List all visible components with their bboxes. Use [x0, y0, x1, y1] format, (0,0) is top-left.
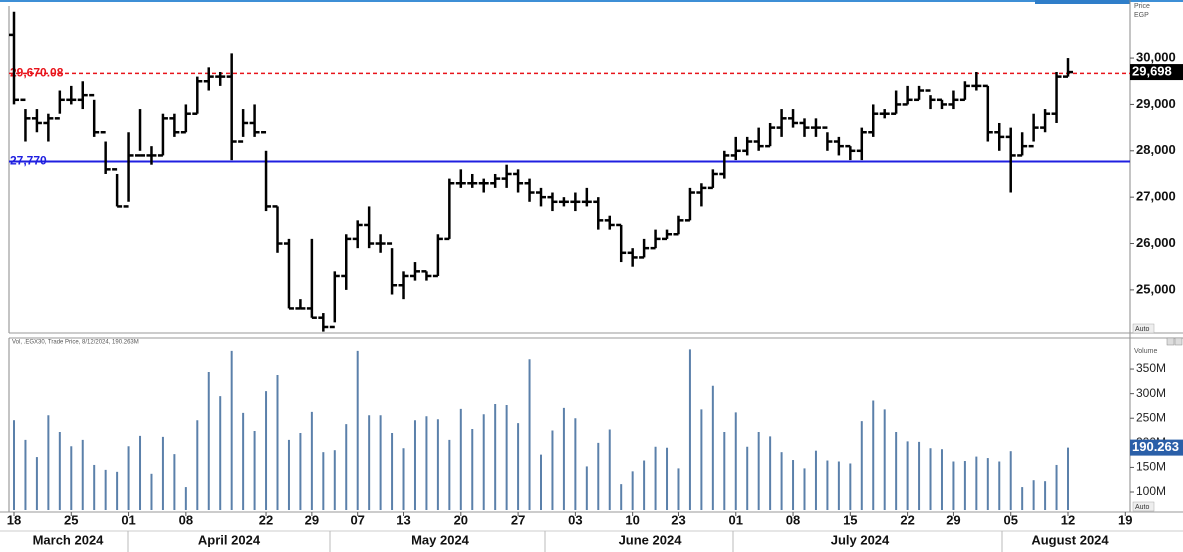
x-tick-label: 07 — [350, 512, 364, 527]
x-tick-label: 29 — [305, 512, 319, 527]
month-row: March 2024 April 2024 May 2024 June 2024 Jul… — [33, 531, 1109, 552]
x-tick-label: 19 — [1118, 512, 1132, 527]
last-volume-box — [1130, 439, 1183, 456]
month-label: July 2024 — [831, 532, 890, 547]
y-tick-label: 26,000 — [1136, 235, 1176, 250]
last-price-label: 29,698 — [1132, 64, 1172, 79]
x-tick-label: 23 — [671, 512, 685, 527]
price-axis-title: Price — [1134, 3, 1150, 10]
volume-info: Vol, .EGX30, Trade Price, 8/12/2024, 190… — [12, 340, 139, 346]
x-tick-label: 27 — [511, 512, 525, 527]
panel-button[interactable] — [1174, 337, 1183, 346]
y-tick-label: 28,000 — [1136, 142, 1176, 157]
x-tick-label: 22 — [900, 512, 914, 527]
x-tick-label: 18 — [7, 512, 21, 527]
x-tick-label: 13 — [396, 512, 410, 527]
y-tick-label: 25,000 — [1136, 281, 1176, 296]
x-tick-label: 29 — [946, 512, 960, 527]
month-label: March 2024 — [33, 532, 105, 547]
x-tick-label: 22 — [259, 512, 273, 527]
y-tick-label: 300M — [1136, 386, 1166, 400]
currency: EGP — [1134, 12, 1149, 19]
auto-button[interactable] — [1132, 323, 1155, 334]
y-tick-label: 150M — [1136, 460, 1166, 474]
y-tick-label: 30,000 — [1136, 50, 1176, 65]
price-line-label: 27,770 — [10, 154, 47, 168]
y-tick-label: 250M — [1136, 410, 1166, 424]
month-label: August 2024 — [1031, 532, 1109, 547]
x-tick-label: 03 — [568, 512, 582, 527]
x-tick-label: 20 — [454, 512, 468, 527]
x-tick-label: 01 — [121, 512, 135, 527]
auto-label[interactable]: Auto — [1135, 326, 1150, 333]
x-tick-label: 08 — [179, 512, 193, 527]
auto-label[interactable]: Auto — [1135, 504, 1150, 511]
y-tick-label: 29,000 — [1136, 96, 1176, 111]
x-tick-label: 15 — [843, 512, 857, 527]
y-tick-label: 100M — [1136, 484, 1166, 498]
month-label: April 2024 — [198, 532, 261, 547]
volume-axis-title: Volume — [1134, 348, 1157, 355]
last-volume-label: 190.263 — [1132, 439, 1179, 454]
x-tick-label: 05 — [1003, 512, 1017, 527]
auto-button[interactable] — [1132, 501, 1155, 512]
y-tick-label: 350M — [1136, 361, 1166, 375]
x-tick-label: 01 — [729, 512, 743, 527]
x-tick-label: 08 — [786, 512, 800, 527]
y-tick-label: 27,000 — [1136, 189, 1176, 204]
x-tick-label: 10 — [625, 512, 639, 527]
last-price-box — [1130, 64, 1183, 81]
panel-button[interactable] — [1166, 337, 1175, 346]
month-label: June 2024 — [619, 532, 683, 547]
top-accent — [1035, 0, 1130, 4]
x-tick-label: 25 — [64, 512, 78, 527]
month-label: May 2024 — [411, 532, 470, 547]
price-line-label: 29,670.08 — [10, 66, 64, 80]
x-tick-label: 12 — [1061, 512, 1075, 527]
